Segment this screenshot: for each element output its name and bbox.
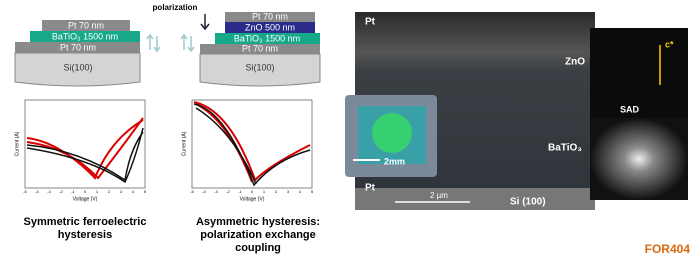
curve	[27, 128, 143, 182]
layer-label: Pt 70 nm	[60, 42, 96, 52]
scale-label: 2 µm	[430, 191, 448, 200]
x-tick-label: 2	[275, 189, 278, 194]
x-tick-label: -1	[71, 189, 75, 194]
x-tick-label: -4	[202, 189, 206, 194]
label: SAD	[620, 104, 640, 114]
label: c*	[665, 39, 674, 49]
x-tick-label: 4	[299, 189, 302, 194]
arrow	[201, 14, 209, 29]
fft-pattern	[590, 118, 688, 200]
label: Pt	[365, 183, 376, 194]
label: ZnO	[565, 57, 585, 68]
figure: Pt 70 nm BaTiO₃ 1500 nm Pt 70 nm Si(100)…	[0, 0, 698, 259]
footer: FOR404	[645, 242, 691, 256]
caption: Asymmetric hysteresis:polarization excha…	[196, 216, 320, 254]
x-tick-label: -1	[238, 189, 242, 194]
x-tick-label: -3	[214, 189, 218, 194]
x-axis-label: Voltage (V)	[240, 196, 265, 202]
x-axis-label: Voltage (V)	[73, 196, 98, 202]
x-tick-label: 1	[263, 189, 266, 194]
x-tick-label: 4	[132, 189, 135, 194]
label: Pt	[365, 17, 376, 28]
x-tick-label: -2	[226, 189, 230, 194]
layer-label: Pt 70 nm	[242, 43, 278, 53]
plot-frame	[25, 100, 145, 188]
curve	[194, 102, 310, 182]
x-tick-label: 5	[311, 189, 314, 194]
layer-label: ZnO 500 nm	[245, 22, 295, 32]
x-tick-label: 3	[287, 189, 290, 194]
label: BaTiO₃	[548, 143, 582, 154]
x-tick-label: 2	[108, 189, 111, 194]
x-tick-label: -5	[23, 189, 27, 194]
inset-scale: 2mm	[384, 156, 405, 166]
x-tick-label: -5	[190, 189, 194, 194]
layer-label: Si(100)	[245, 62, 274, 72]
polarization-label: polarization	[153, 3, 198, 12]
x-tick-label: 0	[84, 189, 87, 194]
x-tick-label: 0	[251, 189, 254, 194]
layer-label: Si(100)	[63, 62, 92, 72]
layer-label: Pt 70 nm	[252, 11, 288, 21]
plots: -5 -4 -3 -2 -1 0 1 2 3 4 5 Voltage (V) Current (A) -5…	[14, 100, 314, 202]
x-tick-label: -4	[35, 189, 39, 194]
x-tick-label: 1	[96, 189, 99, 194]
x-tick-label: -3	[47, 189, 51, 194]
label: Si (100)	[510, 197, 546, 208]
y-axis-label: Current (A)	[14, 131, 20, 156]
x-tick-label: -2	[59, 189, 63, 194]
inset-electrode	[372, 113, 412, 153]
substrate-band	[355, 188, 595, 210]
layer-label: BaTiO₃ 1500 nm	[234, 33, 300, 43]
layer-label: Pt 70 nm	[68, 20, 104, 30]
y-axis-label: Current (A)	[181, 131, 187, 156]
x-tick-label: 3	[120, 189, 123, 194]
x-tick-label: 5	[144, 189, 147, 194]
arrows	[147, 35, 194, 51]
layer-label: BaTiO₃ 1500 nm	[52, 31, 118, 41]
